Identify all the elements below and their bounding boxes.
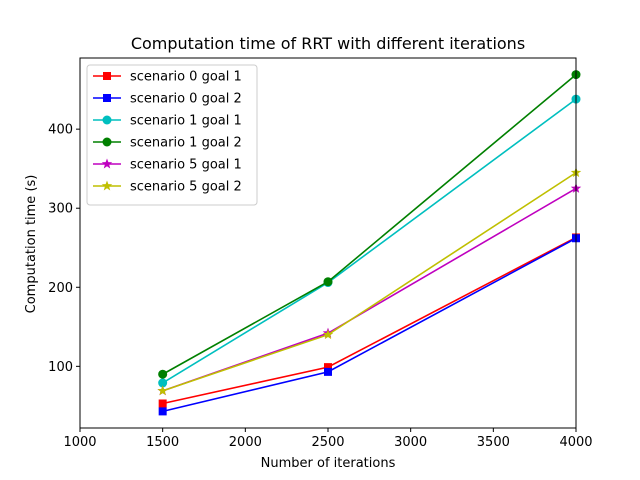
x-tick-label-2: 2000 (229, 435, 262, 450)
data-point-3-1 (323, 277, 333, 287)
legend-marker-3 (102, 137, 112, 147)
legend-label-1: scenario 0 goal 2 (130, 92, 242, 107)
plot-area: 1000 1500 2000 2500 3000 3500 4000 100 200 300 400… (48, 57, 593, 450)
legend-label-0: scenario 0 goal 1 (130, 70, 242, 85)
x-tick-label-0: 1000 (63, 435, 96, 450)
legend-label-4: scenario 5 goal 1 (130, 158, 242, 173)
data-point-2-0 (158, 378, 168, 388)
data-point-1-0 (158, 407, 167, 416)
legend-marker-0 (103, 72, 111, 80)
data-point-0-0 (158, 399, 167, 408)
legend-label-5: scenario 5 goal 2 (130, 180, 242, 195)
y-tick-label-1: 200 (48, 281, 73, 296)
x-tick-label-1: 1500 (146, 435, 179, 450)
chart-title: Computation time of RRT with different i… (131, 34, 525, 53)
data-point-3-0 (158, 369, 168, 379)
x-tick-label-4: 3000 (394, 435, 427, 450)
y-tick-label-2: 300 (48, 202, 73, 217)
legend-label-3: scenario 1 goal 2 (130, 136, 242, 151)
data-point-5-1 (322, 329, 334, 340)
legend-marker-2 (102, 115, 112, 125)
series-line-0 (162, 236, 577, 405)
x-tick-label-3: 2500 (311, 435, 344, 450)
data-point-5-0 (157, 385, 168, 396)
y-tick-label-0: 100 (48, 360, 73, 375)
data-point-0-1 (324, 363, 332, 372)
data-point-1-1 (324, 367, 332, 376)
legend-box (86, 64, 258, 206)
legend-marker-5 (101, 180, 113, 191)
legend-marker-4 (101, 158, 113, 169)
x-tick-label-5: 3500 (477, 435, 510, 450)
series-line-1 (162, 237, 577, 413)
y-axis-label: Computation time (s) (24, 175, 39, 314)
x-tick-label-6: 4000 (559, 435, 592, 450)
x-axis-label: Number of iterations (261, 456, 396, 471)
legend-label-2: scenario 1 goal 1 (130, 114, 242, 129)
series-line-4 (162, 187, 577, 392)
y-tick-label-3: 400 (48, 123, 73, 138)
legend-marker-1 (103, 94, 111, 102)
